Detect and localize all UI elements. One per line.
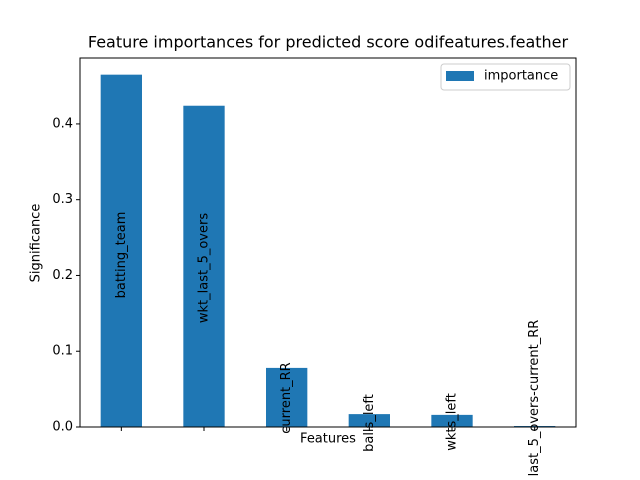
y-axis-label: Significance	[29, 204, 44, 283]
y-tick-label: 0.1	[52, 344, 73, 359]
x-tick-label: balls_left	[362, 394, 377, 452]
y-tick-label: 0.0	[52, 420, 73, 435]
legend-swatch	[446, 71, 474, 81]
bar	[100, 74, 142, 427]
y-tick-label: 0.4	[52, 116, 73, 131]
x-tick-label: wkt_last_5_overs	[197, 213, 212, 323]
x-tick-label: batting_team	[114, 212, 129, 299]
bar	[266, 367, 308, 427]
y-tick-label: 0.3	[52, 192, 73, 207]
x-tick-label: wkts_left	[445, 393, 460, 451]
x-tick-label: last_5_overs-current_RR	[527, 320, 542, 477]
chart-title: Feature importances for predicted score …	[88, 33, 569, 52]
bar	[431, 414, 473, 427]
plot-frame	[79, 57, 577, 428]
legend-box	[440, 63, 571, 91]
x-axis-label: Features	[300, 432, 356, 447]
y-tick-label: 0.2	[52, 268, 73, 283]
x-tick-label: current_RR	[279, 362, 294, 433]
legend-label: importance	[484, 69, 558, 84]
bar	[348, 414, 390, 427]
bar	[183, 105, 225, 428]
